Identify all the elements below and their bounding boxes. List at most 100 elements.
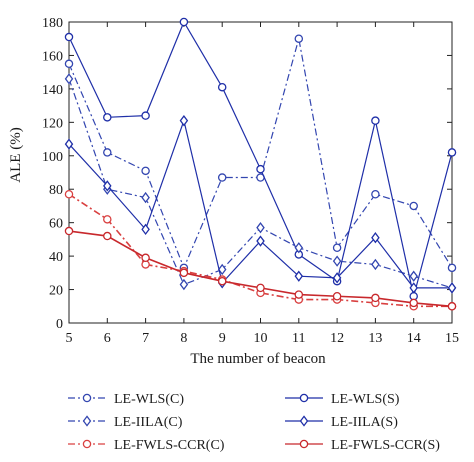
x-tick-label: 6 <box>104 331 111 346</box>
data-point <box>217 82 227 92</box>
series-layer <box>64 17 457 311</box>
data-point <box>332 243 342 252</box>
data-point <box>64 73 74 85</box>
data-point <box>332 255 342 267</box>
legend-entry: LE-FWLS-CCR(S) <box>285 438 440 453</box>
legend-label: LE-WLS(S) <box>331 392 400 407</box>
y-tick-label: 100 <box>42 150 63 165</box>
x-tick-label: 15 <box>445 331 459 346</box>
y-axis-ticks: 0 20 40 60 80 100 120 140 160 180 <box>42 16 452 332</box>
data-point <box>141 166 150 176</box>
data-point <box>371 293 380 303</box>
series-line <box>68 193 452 308</box>
y-tick-label: 120 <box>42 116 63 131</box>
data-point <box>103 180 112 192</box>
legend-label: LE-IILA(S) <box>331 415 398 430</box>
data-point <box>371 232 380 244</box>
x-axis-ticks: 5 6 7 8 9 10 11 12 13 14 15 <box>66 22 459 346</box>
data-point <box>179 114 189 127</box>
data-point <box>141 253 150 263</box>
y-tick-label: 40 <box>49 250 63 265</box>
data-point <box>64 32 74 42</box>
data-point <box>256 221 265 234</box>
series-line <box>68 38 453 270</box>
x-tick-label: 10 <box>254 331 268 346</box>
series-line <box>68 118 452 289</box>
data-point <box>447 263 457 273</box>
legend-entry: LE-IILA(S) <box>285 415 398 430</box>
data-point <box>447 302 457 311</box>
y-tick-label: 140 <box>42 83 63 98</box>
x-tick-label: 11 <box>292 331 305 346</box>
y-tick-label: 0 <box>56 317 63 332</box>
x-tick-label: 8 <box>180 331 187 346</box>
legend-entry: LE-FWLS-CCR(C) <box>68 438 225 453</box>
data-point <box>332 272 342 284</box>
data-point <box>409 282 418 294</box>
x-tick-label: 14 <box>407 331 421 346</box>
legend-marker <box>299 415 309 427</box>
data-point <box>294 242 304 254</box>
data-point <box>371 258 380 271</box>
data-point <box>64 138 74 150</box>
series-le-wls-s <box>64 17 457 301</box>
y-tick-label: 160 <box>42 49 63 64</box>
data-point <box>371 189 380 199</box>
data-point <box>103 148 112 157</box>
data-point <box>103 113 112 122</box>
series-le-iila-c <box>64 73 457 294</box>
data-point <box>409 298 418 308</box>
y-tick-label: 80 <box>49 183 63 198</box>
data-point <box>371 116 380 125</box>
data-point <box>409 270 418 282</box>
legend-label: LE-IILA(C) <box>114 415 183 430</box>
data-point <box>256 235 265 247</box>
series-line <box>68 78 453 289</box>
data-point <box>103 231 112 241</box>
data-point <box>64 189 74 199</box>
legend-label: LE-WLS(C) <box>114 392 184 407</box>
x-tick-label: 12 <box>330 331 344 346</box>
data-point <box>447 282 457 294</box>
data-point <box>294 270 304 282</box>
series-le-iila-s <box>64 114 457 294</box>
y-tick-label: 20 <box>49 284 63 299</box>
data-point <box>217 173 227 182</box>
legend-entry: LE-WLS(C) <box>68 392 184 407</box>
data-point <box>294 34 304 43</box>
x-tick-label: 5 <box>66 331 73 346</box>
legend-marker <box>299 439 309 449</box>
data-point <box>332 291 342 301</box>
legend-marker <box>82 439 92 449</box>
data-point <box>64 59 74 69</box>
data-point <box>141 223 150 236</box>
data-point <box>294 290 304 299</box>
data-point <box>141 111 150 120</box>
legend-marker <box>82 415 92 427</box>
series-le-fwls-ccr-s <box>64 226 457 311</box>
legend-entry: LE-WLS(S) <box>285 392 400 407</box>
legend-entry: LE-IILA(C) <box>68 415 183 430</box>
legend: LE-WLS(C) LE-WLS(S) LE-IILA(C) LE-IILA(S) LE… <box>68 392 440 453</box>
x-tick-label: 7 <box>142 331 149 346</box>
data-point <box>179 268 189 278</box>
x-tick-label: 13 <box>368 331 382 346</box>
x-tick-label: 9 <box>219 331 226 346</box>
data-point <box>179 278 189 291</box>
data-point <box>103 215 112 224</box>
data-point <box>217 276 227 286</box>
data-point <box>179 17 189 27</box>
series-le-wls-c <box>64 34 457 273</box>
x-axis-label: The number of beacon <box>190 351 326 367</box>
data-point <box>256 164 265 174</box>
data-point <box>256 283 265 293</box>
legend-marker <box>82 393 92 403</box>
y-axis-label: ALE (%) <box>8 127 24 182</box>
data-point <box>141 191 150 204</box>
legend-label: LE-FWLS-CCR(C) <box>114 438 225 453</box>
legend-marker <box>299 393 309 403</box>
data-point <box>217 263 227 276</box>
y-tick-label: 180 <box>42 16 63 31</box>
data-point <box>447 148 457 157</box>
